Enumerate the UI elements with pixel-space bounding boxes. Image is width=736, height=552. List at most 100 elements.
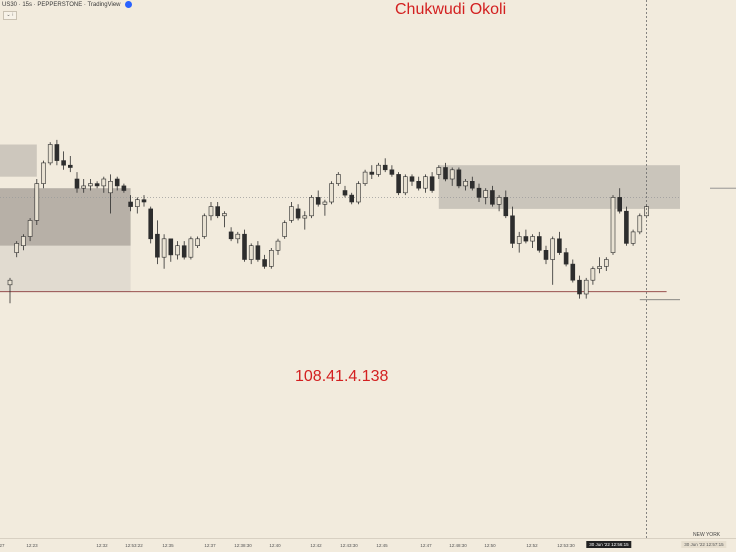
candle-up [195,238,200,247]
candle-up [335,174,341,184]
candle-up [362,171,368,184]
candle-up [202,215,207,237]
watermark-name: Chukwudi Okoli [395,1,507,18]
candle-down [563,252,569,265]
candle-down [396,174,401,194]
candle-up [496,197,502,205]
candle-up [275,240,281,251]
time-tick-label: 12:52 [526,543,538,548]
time-tick-label: 27 [0,543,5,548]
candle-down [523,236,529,242]
candle-up [597,266,602,269]
candle-up [7,279,13,286]
candle-up [630,231,636,244]
time-axis[interactable]: 27 12:23 12:32 12:53:22 12:35 12:37 12:38:30 12… [0,538,736,552]
candle-up [248,245,254,260]
candle-down [295,208,301,219]
candle-up [550,238,556,260]
time-tick-label: 12:23 [26,543,38,548]
candle-down [215,206,220,217]
candle-up [282,222,288,237]
timezone-label[interactable]: NEW YORK [693,532,721,538]
symbol-header[interactable]: US30 · 15s · PEPPERSTONE · TradingView [2,1,132,8]
candle-up [436,167,442,175]
candle-up [483,190,489,198]
time-tick-label: 12:53:22 [125,543,143,548]
candle-down [342,190,348,196]
candle-up [329,183,334,203]
candle-up [289,206,294,221]
candle-up [603,259,609,267]
status-dot-icon [124,1,132,8]
right-time-label: 30 Jun '22 12:57:15 [681,541,727,548]
candle-up [610,197,616,253]
candle-down [443,167,448,180]
candle-up [309,197,314,217]
candle-down [121,185,127,191]
candle-down [543,250,549,260]
candle-down [155,233,160,258]
time-tick-label: 12:47 [420,543,432,548]
zone-rect [0,188,131,246]
candle-up [423,176,428,189]
candle-down [557,238,562,253]
candle-up [463,181,468,187]
candle-down [114,178,120,187]
candle-down [416,181,422,189]
current-time-label: 30 Jun '22 12:56:15 [586,541,632,548]
candle-up [14,243,19,253]
candle-down [469,181,475,189]
candle-up [268,250,274,267]
candle-down [624,210,629,244]
candle-down [510,215,515,244]
candle-down [242,233,247,260]
candle-up [101,178,107,187]
candle-up [376,164,381,175]
candle-down [577,279,582,295]
candle-down [94,183,100,187]
candle-down [503,197,509,217]
candle-up [402,176,408,194]
watermark-ip: 108.41.4.138 [295,368,389,385]
candle-up [188,238,194,258]
candle-up [27,220,33,237]
candle-up [41,162,46,184]
time-tick-label: 12:37 [204,543,216,548]
candle-down [68,164,73,168]
candle-up [47,144,53,164]
time-tick-label: 12:40 [269,543,281,548]
zone-rect [0,144,37,177]
candle-down [148,208,153,240]
collapse-button[interactable]: ⌄ ⁝ [3,11,17,20]
candle-up [108,181,113,194]
candle-down [429,176,435,191]
candlestick-chart[interactable] [0,0,736,538]
candle-up [135,199,140,207]
candle-down [536,236,542,251]
candle-up [161,238,167,258]
candle-up [322,201,328,205]
zone-rect [0,245,131,292]
candle-down [168,238,174,256]
candle-down [141,199,147,203]
zone-rect [438,165,680,209]
candle-down [228,231,234,240]
candle-up [34,183,40,221]
candle-up [208,206,214,217]
candle-down [382,164,388,171]
candle-up [356,183,361,203]
candle-down [128,201,133,207]
symbol-info: US30 · 15s · PEPPERSTONE · TradingView [2,1,121,8]
candle-up [590,268,596,281]
candle-down [409,176,415,182]
candle-up [449,169,455,180]
candle-down [61,160,66,166]
candle-down [349,194,355,203]
candle-down [490,190,495,205]
candle-down [617,197,623,212]
candle-up [222,213,227,217]
candle-up [637,215,643,233]
candle-up [516,236,522,244]
candle-up [530,236,535,242]
